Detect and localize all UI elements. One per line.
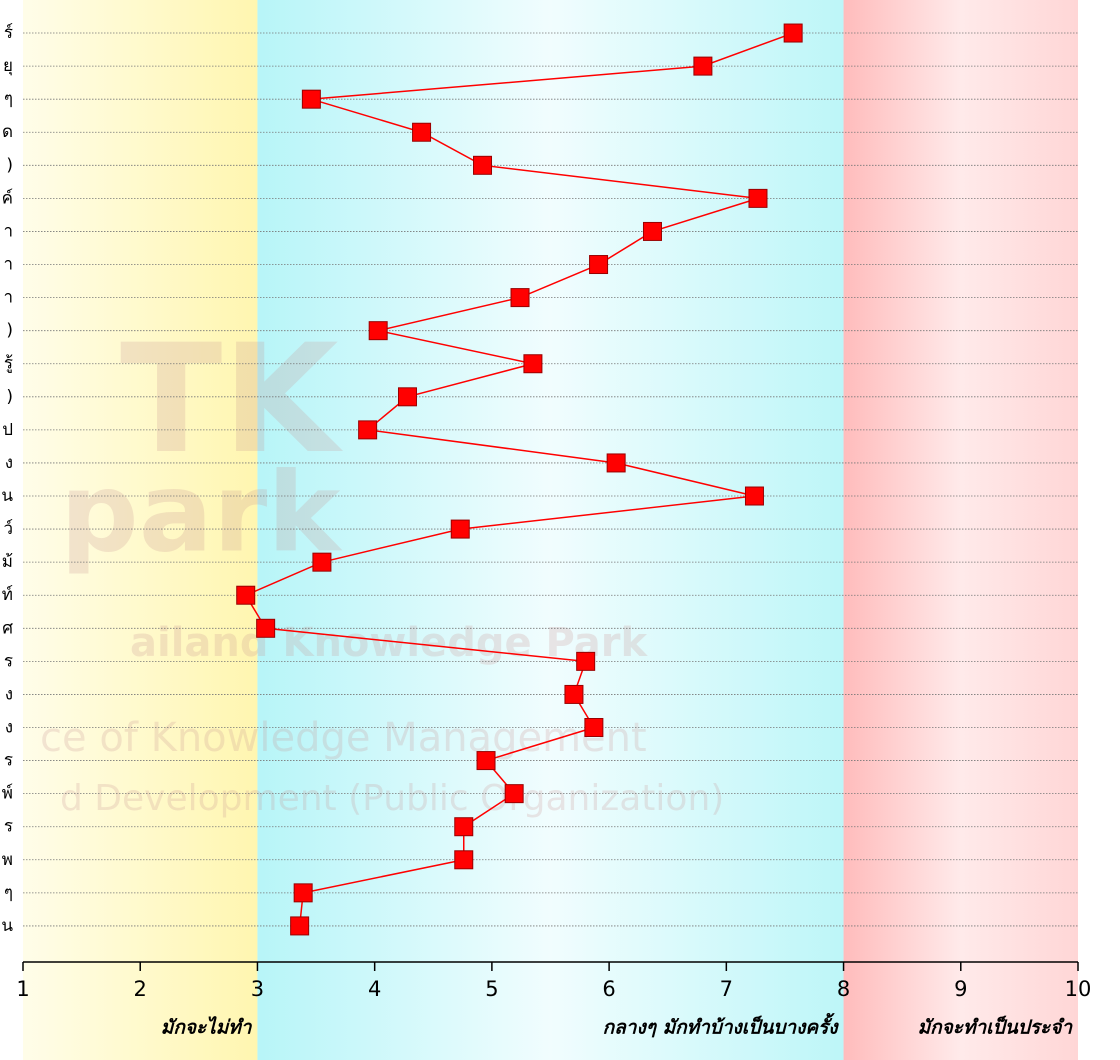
zone-label: มักจะไม่ทำ [161,1016,253,1039]
marker [748,188,768,208]
marker [368,321,388,341]
marker [523,354,543,374]
marker [584,718,604,738]
marker [412,122,432,142]
zone-band [257,0,844,1060]
y-tick-label: น [1,486,13,506]
y-tick-label: ร [4,751,13,771]
marker [358,420,378,440]
marker [476,751,496,771]
marker [606,453,626,473]
y-tick-label: ร [4,651,13,671]
y-tick-label: ) [6,321,13,341]
y-tick-label: ศ [2,618,13,638]
x-tick-label: 5 [485,977,498,1001]
series-line [244,32,794,927]
zone-band [23,0,258,1060]
y-tick-label: ป [2,420,13,440]
y-tick-label: รู้ [4,354,13,374]
zone-label: มักจะทำเป็นประจำ [918,1016,1074,1039]
marker [510,288,530,308]
marker [397,387,417,407]
y-tick-label: ค์ [2,188,13,208]
y-tick-label: ด [2,122,13,142]
x-tick-label: 8 [837,977,850,1001]
x-tick-label: 7 [720,977,733,1001]
y-tick-label: า [3,288,13,308]
marker [693,56,713,76]
marker [293,883,313,903]
y-tick-label: ) [6,387,13,407]
y-tick-label: น [1,916,13,936]
y-tick-label: พ์ [2,784,13,804]
x-tick-label: 3 [251,977,264,1001]
watermark: d Development (Public Organization) [60,778,724,819]
marker [564,684,584,704]
y-tick-label: ท์ [2,585,13,605]
watermark: TK [120,313,343,487]
marker [312,552,332,572]
y-tick-label: ว์ [3,519,13,539]
y-tick-label: ) [6,155,13,175]
x-tick-label: 4 [368,977,381,1001]
marker [450,519,470,539]
y-tick-label: ร [4,817,13,837]
x-tick-label: 2 [134,977,147,1001]
zone-label: กลางๆ มักทำบ้างเป็นบางครั้ง [603,1013,840,1039]
x-tick-label: 9 [954,977,967,1001]
marker [473,155,493,175]
marker [454,817,474,837]
y-tick-label: พ [2,850,13,870]
watermark: ce of Knowledge Management [40,715,647,761]
y-tick-label: ง [5,684,13,704]
y-tick-label: ๆ [4,883,13,903]
marker [642,221,662,241]
zone-band [843,0,1078,1060]
watermark: park [60,448,343,576]
y-tick-label: ๆ [4,89,13,109]
x-tick-label: 1 [16,977,29,1001]
x-tick-label: 10 [1065,977,1092,1001]
y-tick-label: ง [5,718,13,738]
marker [290,916,310,936]
marker [589,255,609,275]
marker [504,784,524,804]
y-tick-label: า [3,255,13,275]
y-tick-label: ง [5,453,13,473]
marker [454,850,474,870]
marker [301,89,321,109]
marker [744,486,764,506]
y-tick-label: ยุ [3,56,13,76]
y-tick-label: ม้ [2,552,13,572]
x-tick-label: 6 [602,977,615,1001]
marker [236,585,256,605]
y-tick-label: ร์ [4,23,13,43]
y-tick-label: า [3,221,13,241]
marker [783,23,803,43]
marker [576,651,596,671]
marker [256,618,276,638]
